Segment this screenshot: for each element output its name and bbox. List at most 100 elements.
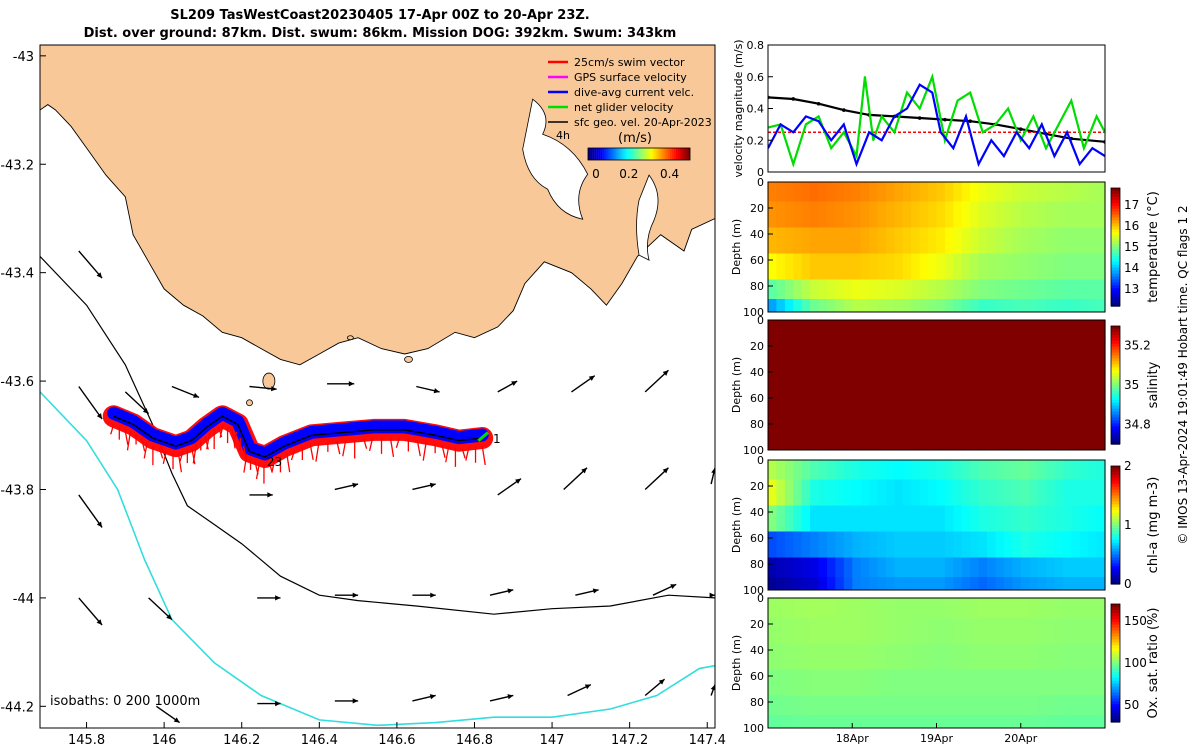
chl-a-cell	[835, 531, 845, 558]
oxygen-cell	[894, 643, 904, 670]
oxygen-cell	[810, 598, 820, 618]
oxygen-cell	[1046, 669, 1055, 696]
temperature-cell	[768, 182, 777, 202]
chl-a-cell	[928, 479, 938, 506]
salinity-frame	[767, 319, 1106, 451]
temperature-cell	[1088, 279, 1098, 300]
salinity-cell	[894, 320, 904, 340]
temperature-cell	[835, 201, 845, 228]
temperature-cell	[776, 279, 786, 300]
salinity-cell	[860, 365, 870, 392]
temperature-cell	[944, 299, 954, 313]
chl-a-cell	[818, 479, 828, 506]
salinity-cell	[1020, 339, 1030, 366]
temperature-cell	[995, 201, 1005, 228]
velocity-point	[965, 115, 967, 118]
chl-a-cell	[793, 479, 803, 506]
oxygen-cell	[793, 617, 803, 644]
chl-a-cell	[894, 531, 904, 558]
salinity-cell	[978, 365, 988, 392]
chl-a-cell	[801, 479, 811, 506]
map-xtick-label: 145.8	[68, 733, 105, 748]
chl-a-cell	[1071, 505, 1081, 532]
oxygen-xtick-label: 18Apr	[836, 732, 870, 745]
oxygen-colorbar-cell	[1111, 707, 1120, 711]
oxygen-cell	[1054, 598, 1064, 618]
oxygen-cell	[953, 643, 963, 670]
salinity-cell	[944, 417, 954, 438]
oxygen-colorbar-cell	[1111, 671, 1120, 676]
oxygen-colorbar-cell	[1111, 713, 1120, 717]
oxygen-colorbar-cell	[1111, 651, 1120, 655]
salinity-cell	[961, 391, 971, 418]
chl-a-cell	[1020, 577, 1030, 591]
dive-avg-currents-band	[107, 406, 489, 461]
salinity-cell	[1079, 437, 1089, 451]
geo-velocity-arrow	[78, 597, 103, 626]
temperature-colorbar-cell	[1111, 208, 1120, 213]
chl-a-cell	[919, 505, 929, 532]
chl-a-cell	[776, 557, 786, 578]
colorbar-cell	[590, 148, 593, 160]
salinity-cell	[776, 339, 786, 366]
salinity-cell	[978, 320, 988, 340]
salinity-cell	[801, 339, 811, 366]
arrow-head	[96, 619, 103, 626]
temperature-cell	[1003, 182, 1013, 202]
oxygen-colorbar-cell	[1111, 692, 1120, 697]
velocity-point	[1003, 155, 1005, 157]
salinity-cell	[852, 365, 862, 392]
chl-a-cell	[961, 577, 971, 591]
temperature-cell	[801, 279, 811, 300]
oxygen-cell	[801, 715, 811, 729]
temperature-colorbar-cell	[1111, 241, 1120, 245]
temperature-cell	[953, 227, 963, 254]
oxygen-cell	[886, 695, 895, 716]
geo-velocity-arrow	[489, 588, 514, 596]
oxygen-cell	[1037, 715, 1047, 729]
arrow-head	[581, 467, 587, 474]
oxygen-cell	[902, 598, 912, 618]
colorbar-cell	[598, 148, 601, 160]
salinity-cell	[1020, 437, 1030, 451]
temperature-cell	[894, 279, 904, 300]
salinity-colorbar-cell	[1111, 426, 1120, 430]
temperature-cell	[784, 253, 794, 280]
salinity-cell	[944, 365, 954, 392]
salinity-cell	[902, 417, 912, 438]
chl-a-cell	[843, 460, 853, 480]
chl-a-cell	[970, 505, 980, 532]
temperature-cell	[1062, 279, 1072, 300]
temperature-cell	[978, 182, 988, 202]
chl-a-cell	[835, 557, 845, 578]
chl-a-ytick-label: 80	[750, 558, 764, 571]
oxygen-cell	[810, 695, 820, 716]
oxygen-cell	[1062, 643, 1072, 670]
salinity-colorbar-cell	[1111, 382, 1120, 386]
salinity-cell	[1096, 365, 1106, 392]
oxygen-cell	[1079, 617, 1089, 644]
temperature-cell	[801, 227, 811, 254]
temperature-cell	[1029, 227, 1039, 254]
temperature-cell	[1003, 227, 1013, 254]
colorbar-cell	[641, 148, 644, 160]
oxygen-cell	[877, 669, 887, 696]
temperature-cell	[835, 182, 845, 202]
chl-a-cell	[953, 479, 963, 506]
salinity-cell	[1079, 320, 1089, 340]
chl-a-cell	[995, 479, 1005, 506]
chl-a-cell	[860, 505, 870, 532]
salinity-cell	[928, 391, 938, 418]
salinity-cell	[1062, 391, 1072, 418]
arrow-head	[96, 413, 103, 420]
chl-a-cell	[944, 531, 954, 558]
temperature-colorbar-cell	[1111, 214, 1120, 219]
chl-a-cell	[987, 577, 996, 591]
salinity-cell	[919, 417, 929, 438]
chl-a-colorbar-cell	[1111, 507, 1120, 511]
temperature-colorbar-cell	[1111, 217, 1120, 222]
chl-a-cell	[902, 557, 912, 578]
swim-vector	[191, 448, 196, 465]
temperature-cell	[944, 253, 954, 280]
velocity-point	[872, 139, 875, 142]
